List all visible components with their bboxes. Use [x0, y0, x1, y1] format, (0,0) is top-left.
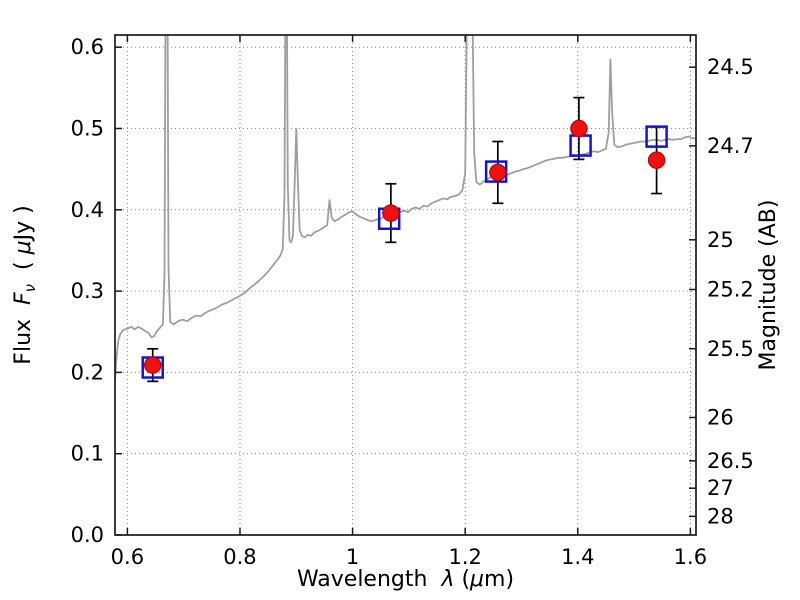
- observed-photometry-markers: [144, 119, 666, 374]
- svg-text:26.5: 26.5: [707, 449, 754, 473]
- svg-text:0.8: 0.8: [223, 545, 256, 569]
- svg-text:25.5: 25.5: [707, 337, 754, 361]
- svg-text:0.4: 0.4: [71, 198, 104, 222]
- svg-text:0.2: 0.2: [71, 360, 104, 384]
- svg-text:0.6: 0.6: [71, 35, 104, 59]
- svg-text:0.3: 0.3: [71, 279, 104, 303]
- svg-text:0.1: 0.1: [71, 442, 104, 466]
- grid: [115, 35, 696, 535]
- svg-text:24.7: 24.7: [707, 134, 754, 158]
- svg-text:1: 1: [346, 545, 359, 569]
- y-tick-labels-left: 0.0 0.1 0.2 0.3 0.4 0.5 0.6: [71, 35, 104, 547]
- svg-text:1.4: 1.4: [561, 545, 594, 569]
- svg-text:1.2: 1.2: [448, 545, 481, 569]
- y-axis-label-right: Magnitude (AB): [756, 200, 781, 371]
- svg-text:26: 26: [707, 405, 734, 429]
- y-axis-label-left: Flux Fν ( μJy ): [11, 205, 39, 364]
- y-tick-labels-right: 24.5 24.7 25 25.2 25.5 26 26.5 27 28: [707, 55, 754, 528]
- svg-text:0.6: 0.6: [111, 545, 144, 569]
- svg-text:0.5: 0.5: [71, 116, 104, 140]
- plot-frame: [114, 34, 697, 536]
- axis-ticks: [115, 35, 696, 536]
- x-axis-label: Wavelength λ (μm): [297, 567, 514, 592]
- svg-text:27: 27: [707, 476, 734, 500]
- svg-text:25: 25: [707, 228, 734, 252]
- svg-text:25.2: 25.2: [707, 277, 754, 301]
- svg-text:24.5: 24.5: [707, 55, 754, 79]
- svg-text:28: 28: [707, 504, 734, 528]
- svg-text:1.6: 1.6: [674, 545, 707, 569]
- x-tick-labels: 0.6 0.8 1 1.2 1.4 1.6: [111, 545, 707, 569]
- svg-text:0.0: 0.0: [71, 523, 104, 547]
